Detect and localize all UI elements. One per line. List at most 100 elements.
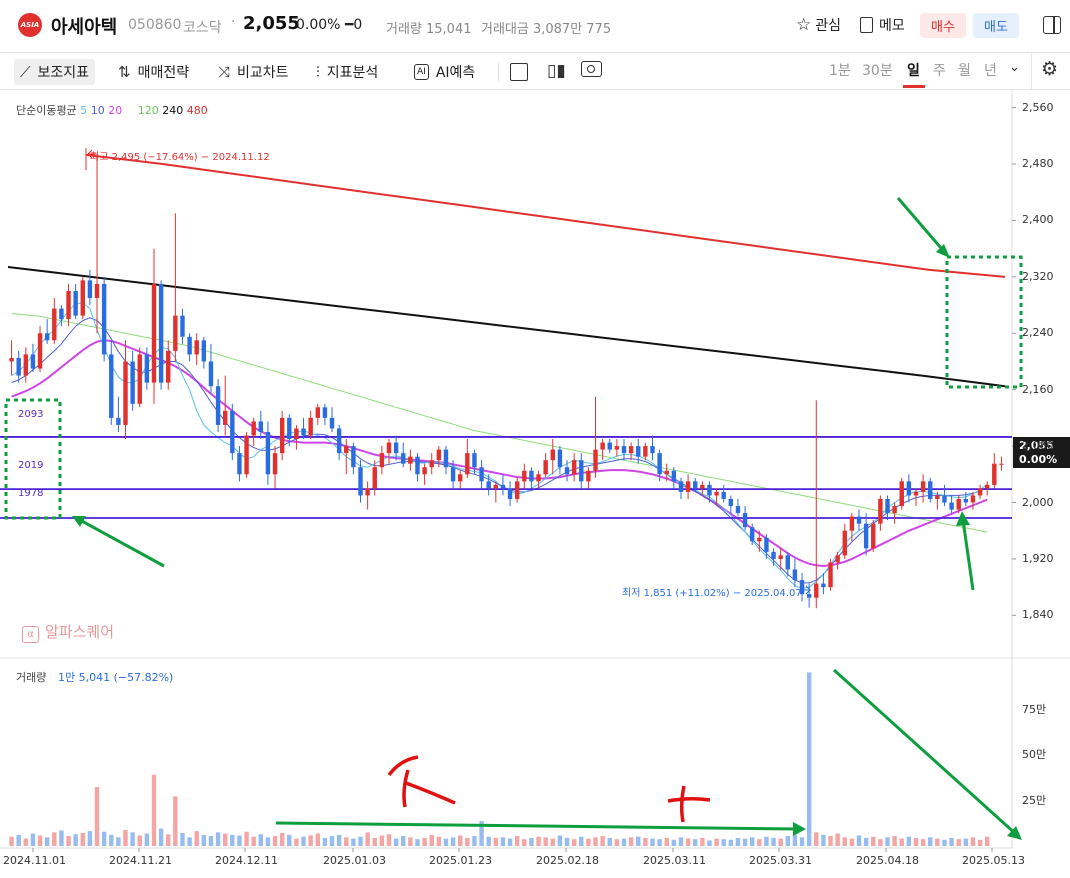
candle-body — [180, 315, 185, 337]
high-price-annotation: 최고 2,495 (−17.64%) − 2024.11.12 — [90, 152, 270, 163]
date-tick-label: 2025.04.18 — [856, 854, 919, 867]
candle-body — [386, 442, 392, 454]
volume-bar — [23, 838, 29, 846]
candle-body — [607, 442, 612, 450]
candle-body — [693, 481, 698, 489]
green-arrow-line-2 — [79, 518, 165, 568]
candle-body — [372, 467, 377, 489]
volume-bar — [806, 672, 812, 846]
candle-body — [842, 530, 847, 556]
candle-body — [158, 283, 164, 383]
ma20-line — [11, 339, 988, 568]
volume-bar — [101, 831, 107, 846]
indicator-analysis-button[interactable]: ⫶ 지표분석 — [316, 63, 379, 81]
candle-body — [650, 446, 655, 454]
volume-bar — [522, 839, 527, 846]
volume-bar — [821, 834, 826, 846]
volume-bar — [94, 787, 100, 846]
selected-period-underline — [903, 85, 925, 88]
volume-bar — [258, 834, 264, 846]
memo-button[interactable]: 메모 — [860, 12, 905, 38]
watch-button[interactable]: ☆ 관심 — [796, 15, 842, 35]
candle-body — [9, 357, 14, 362]
candle-body — [636, 446, 641, 457]
volume-bar — [450, 837, 456, 846]
candle-body — [906, 481, 912, 496]
volume-bar — [949, 837, 954, 846]
green-arrowhead-1 — [936, 244, 950, 258]
candle-body — [137, 354, 142, 404]
compare-chart-button[interactable]: ⤨ 비교차트 — [218, 63, 289, 81]
candle-body — [287, 417, 292, 440]
period-week[interactable]: 주 — [933, 63, 946, 79]
volume-bar — [892, 836, 897, 846]
candle-body — [230, 410, 235, 454]
square-draw-icon[interactable] — [510, 63, 528, 81]
settings-gear-icon[interactable]: ⚙ — [1041, 58, 1059, 80]
volume-bar — [272, 836, 278, 846]
ai-forecast-button[interactable]: AI AI예측 — [414, 59, 475, 85]
buy-button[interactable]: 매수 — [920, 13, 966, 38]
period-year[interactable]: 년 — [984, 63, 997, 79]
candle-body — [222, 410, 228, 425]
candle-body — [101, 283, 107, 355]
volume-bar — [856, 835, 862, 846]
period-day[interactable]: 일 — [907, 63, 920, 79]
volume-bar — [80, 832, 85, 846]
candle-body — [514, 481, 520, 499]
candle-body — [550, 449, 555, 461]
volume-bar — [151, 774, 157, 846]
period-30min[interactable]: 30분 — [862, 63, 893, 79]
candle-body — [265, 431, 271, 475]
ma240-line — [7, 266, 1006, 388]
legend-ma5: 5 — [80, 104, 88, 117]
candle-body — [401, 453, 406, 464]
layout-toggle-icon[interactable] — [1043, 16, 1061, 34]
volume-bar — [322, 837, 328, 846]
date-tick-label: 2024.11.21 — [109, 854, 172, 867]
candle-body — [294, 428, 299, 440]
candle-body — [600, 442, 605, 450]
candle-body — [358, 467, 363, 496]
candle-body — [614, 446, 620, 450]
candle-body — [500, 484, 506, 489]
candle-body — [173, 315, 178, 351]
volume-bar — [52, 832, 57, 846]
volume-bar — [215, 832, 221, 846]
volume-bar — [628, 837, 634, 846]
candle-body — [315, 407, 320, 418]
price-tick-label: 2,000 — [1022, 495, 1054, 509]
volume-bar — [849, 838, 855, 846]
volume-bar — [137, 835, 142, 846]
candle-body — [87, 280, 93, 299]
volume-bar — [799, 837, 805, 846]
chevron-down-icon[interactable]: ⌄ — [1009, 60, 1020, 75]
volume-bar — [37, 835, 43, 846]
indicators-button[interactable]: ⟋ 보조지표 — [14, 59, 96, 85]
candle-body — [942, 495, 947, 503]
volume-bar — [344, 837, 349, 846]
volume-bar — [66, 836, 71, 846]
candle-body — [571, 460, 577, 475]
candle-type-icon[interactable]: ▯▮ — [547, 61, 566, 81]
trading-strategy-button[interactable]: ⇅ 매매전략 — [118, 63, 190, 81]
legend-ma20: 20 — [108, 104, 123, 117]
red-mark-stroke-4 — [667, 796, 711, 803]
current-price: 2,055 — [243, 13, 300, 34]
trade-amount-text: 거래대금 3,087만 775 — [481, 22, 612, 37]
period-month[interactable]: 월 — [958, 63, 971, 79]
candle-body — [66, 290, 71, 320]
candle-body — [507, 488, 513, 499]
volume-bar — [393, 838, 399, 846]
price-tick-label: 2,400 — [1022, 213, 1054, 227]
camera-icon[interactable] — [581, 61, 602, 77]
candle-body — [835, 555, 840, 563]
volume-bar — [550, 838, 555, 846]
volume-bar — [315, 833, 320, 846]
volume-bar — [73, 834, 78, 846]
period-1min[interactable]: 1분 — [829, 63, 851, 79]
candle-body — [215, 386, 221, 425]
sell-button[interactable]: 매도 — [973, 13, 1019, 38]
candle-body — [336, 428, 342, 454]
